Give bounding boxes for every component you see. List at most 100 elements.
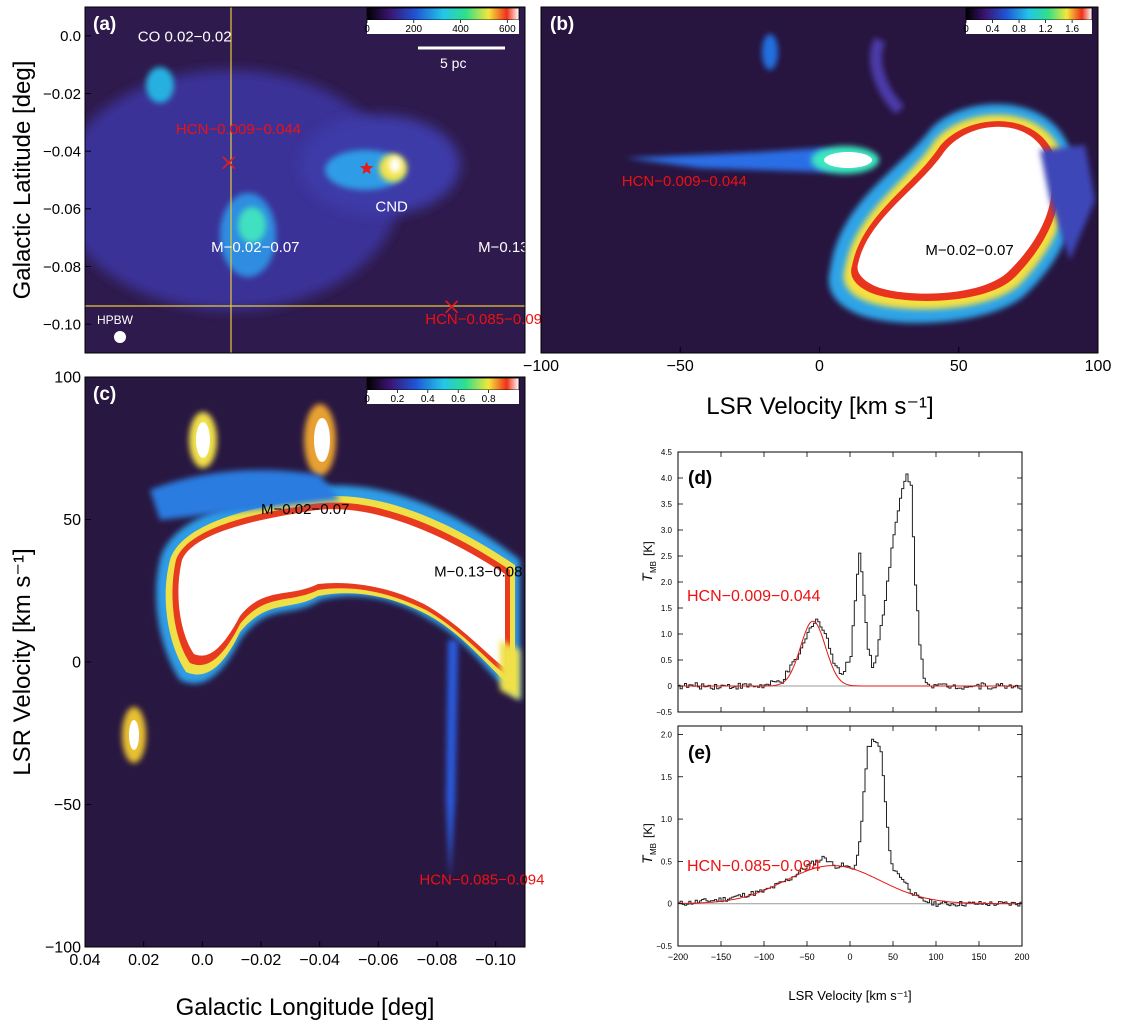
panel-a-ylabel: Galactic Latitude [deg] — [9, 61, 36, 300]
panel-c-colorbar-tick-label: 0.2 — [390, 394, 404, 405]
panel-a-frame — [84, 6, 526, 354]
panel-b-colorbar-label-bg — [966, 20, 1092, 34]
panel-c-tag: (c) — [93, 384, 116, 405]
panel-c-colorbar-tick-label: 0.8 — [482, 394, 496, 405]
panel-c-colorbar-gradient — [366, 377, 520, 391]
panel-c-xlabel: Galactic Longitude [deg] — [176, 994, 435, 1021]
panel-a-y-tick-label: 0.0 — [60, 28, 81, 45]
panel-c-x-tick-label: −0.04 — [299, 952, 340, 969]
panel-a-cross-marker — [222, 156, 236, 170]
panel-a-region-label: HCN−0.009−0.044 — [176, 121, 301, 138]
panel-b-labels: HCN−0.009−0.044 M−0.02−0.07 — [622, 173, 1014, 259]
panel-e-ylabel: T MB [K] — [639, 823, 658, 864]
panel-d-y-tick-label: 3.5 — [661, 500, 673, 509]
panel-a-markers — [222, 156, 459, 314]
panel-e: −0.5 0 0.5 1.0 1.5 2.0 −200 −150 −100 −50 0 50 100 15… — [639, 725, 1030, 1003]
panel-a-region-label: CO 0.02−0.02 — [138, 29, 232, 46]
panel-c-colorbar-tick-label: 0.4 — [421, 394, 435, 405]
panel-d-y-tick-label: 2.0 — [661, 578, 673, 587]
panel-d-y-tick-label: 4.5 — [661, 448, 673, 457]
panel-a-y-tick-label: −0.08 — [43, 259, 81, 276]
panel-c-y-tick-label: 50 — [63, 512, 81, 529]
panel-c-y-tick-label: 100 — [54, 370, 81, 387]
panel-d-y-tick-label: 1.0 — [661, 630, 673, 639]
panel-d-y-tick-label: 4.0 — [661, 474, 673, 483]
panel-a-beam-marker — [114, 331, 126, 343]
panel-b-colorbar: 0 0.4 0.8 1.2 1.6 — [963, 7, 1093, 35]
panel-d-series-label: HCN−0.009−0.044 — [687, 588, 821, 605]
panel-d-y-tick-label: 3.0 — [661, 526, 673, 535]
panel-a: CO 0.02−0.02 HCN−0.009−0.044 CND M−0.02−0.0… — [9, 6, 566, 354]
panel-a-colorbar-tick-label: 400 — [452, 24, 469, 35]
panel-e-series-label: HCN−0.085−0.094 — [687, 858, 821, 875]
panel-a-emission — [85, 67, 460, 310]
panel-c-x-tick-label: −0.06 — [358, 952, 399, 969]
panel-e-x-tick-label: 100 — [928, 952, 943, 962]
panel-b-x-tick-label: −50 — [667, 358, 694, 375]
panel-b-axis-ticks: −100 −50 0 50 100 — [523, 347, 1111, 375]
panel-b-colorbar-tick-label: 0.8 — [1012, 24, 1026, 35]
panel-a-colorbar: 0 200 400 600 — [364, 7, 520, 35]
panel-e-y-tick-label: 1.0 — [661, 815, 673, 824]
panel-e-y-tick-label: 2.0 — [661, 730, 673, 739]
panel-d-frame — [677, 451, 1023, 713]
panel-b: HCN−0.009−0.044 M−0.02−0.07 (b) −100 −50 0 5… — [523, 6, 1111, 420]
panel-c-region-label: M−0.13−0.08 — [434, 564, 522, 581]
panel-c-ylabel: LSR Velocity [km s⁻¹] — [9, 548, 36, 775]
panel-c-region-label: HCN−0.085−0.094 — [419, 871, 544, 888]
panel-a-colorbar-label-bg — [367, 20, 519, 34]
panel-e-x-tick-label: −150 — [711, 952, 731, 962]
panel-d-y-tick-label: 2.5 — [661, 552, 673, 561]
panel-c-colorbar-tick-label: 0.6 — [451, 394, 465, 405]
panel-b-region-label: M−0.02−0.07 — [925, 242, 1013, 259]
panel-d-ylabel-sub: MB — [649, 561, 658, 573]
panel-e-ylabel-main: T — [639, 854, 655, 864]
panel-a-region-label: M−0.02−0.07 — [211, 239, 299, 256]
panel-a-y-tick-label: −0.10 — [43, 316, 81, 333]
panel-d-y-tick-label: 0 — [668, 682, 673, 691]
panel-d-y-tick-label: −0.5 — [656, 708, 672, 717]
panel-e-gaussian-fit — [678, 865, 1022, 905]
panel-d-tag: (d) — [688, 468, 712, 489]
panel-e-x-tick-label: −100 — [754, 952, 774, 962]
panel-b-tag: (b) — [550, 14, 574, 35]
panel-a-region-label: CND — [375, 199, 408, 216]
panel-a-beam-label: HPBW — [97, 313, 134, 327]
panel-e-x-tick-label: −200 — [668, 952, 688, 962]
panel-e-xlabel: LSR Velocity [km s⁻¹] — [788, 988, 911, 1003]
panel-c-x-tick-label: 0.02 — [128, 952, 159, 969]
panel-d-axis-ticks: −0.5 0 0.5 1.0 1.5 2.0 2.5 3.0 3.5 4.0 4.5 — [656, 448, 1023, 717]
panel-d-ylabel-unit: [K] — [641, 541, 655, 556]
panel-e-y-tick-label: −0.5 — [656, 942, 672, 951]
panel-a-scalebar-label: 5 pc — [440, 55, 466, 71]
panel-a-y-tick-label: −0.02 — [43, 86, 81, 103]
panel-c-axis-ticks: 0.04 0.02 0.0 −0.02 −0.04 −0.06 −0.08 −0.10 −100… — [45, 370, 516, 969]
panel-e-y-tick-label: 0.5 — [661, 857, 673, 866]
panel-d-ylabel: T MB [K] — [639, 541, 658, 582]
panel-a-region-label: HCN−0.085−0.094 — [425, 311, 550, 328]
panel-e-x-tick-label: 50 — [888, 952, 898, 962]
panel-b-emission — [541, 7, 1098, 353]
panel-c-y-tick-label: 0 — [72, 655, 81, 672]
panel-a-tag: (a) — [93, 14, 116, 35]
panel-c-emission — [85, 377, 525, 947]
panel-a-colorbar-gradient — [366, 7, 520, 21]
panel-c-colorbar-label-bg — [367, 390, 519, 404]
panel-b-colorbar-tick-label: 1.2 — [1039, 24, 1053, 35]
panel-d-y-tick-label: 0.5 — [661, 656, 673, 665]
panel-a-axis-ticks: −0.10 −0.08 −0.06 −0.04 −0.02 0.0 — [43, 28, 91, 333]
panel-d: −0.5 0 0.5 1.0 1.5 2.0 2.5 3.0 3.5 4.0 4.5 (d) HCN… — [639, 448, 1023, 717]
panel-c-x-tick-label: −0.08 — [417, 952, 458, 969]
panel-a-star-marker — [359, 161, 374, 175]
panel-e-x-tick-label: 150 — [971, 952, 986, 962]
panel-b-xlabel: LSR Velocity [km s⁻¹] — [706, 393, 933, 420]
panel-b-x-tick-label: 50 — [950, 358, 968, 375]
panel-c-labels: M−0.02−0.07 M−0.13−0.08 HCN−0.085−0.094 — [261, 501, 544, 889]
panel-e-x-tick-label: 200 — [1014, 952, 1029, 962]
panel-a-cross-marker — [445, 300, 459, 314]
panel-e-tag: (e) — [688, 743, 711, 764]
panel-c-x-tick-label: −0.10 — [475, 952, 516, 969]
panel-b-colorbar-tick-label: 1.6 — [1065, 24, 1079, 35]
panel-c-x-tick-label: −0.02 — [241, 952, 282, 969]
